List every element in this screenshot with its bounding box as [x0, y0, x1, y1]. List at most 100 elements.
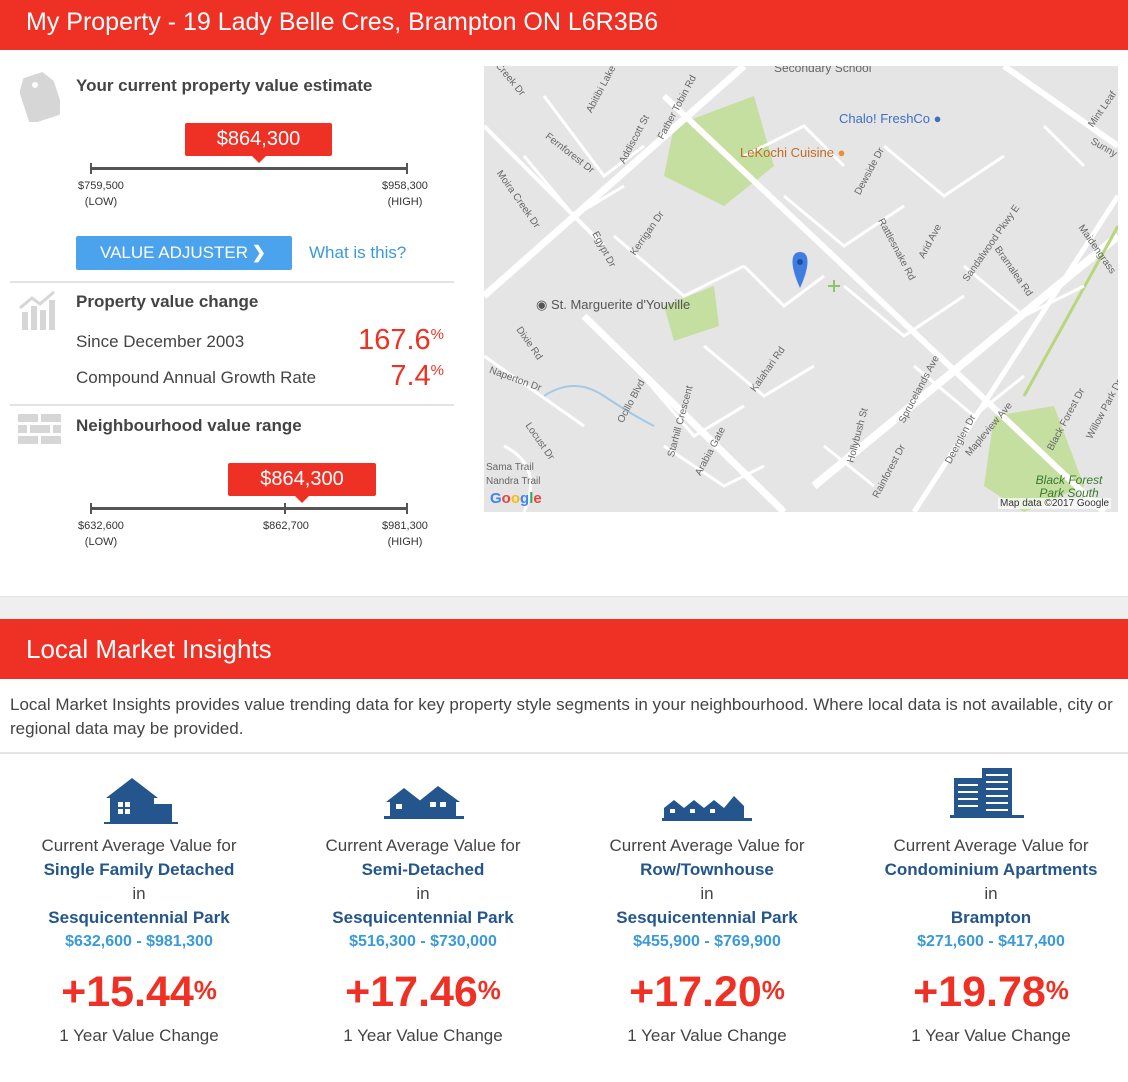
card-label: Current Average Value for — [609, 836, 805, 855]
semi-detached-icon — [288, 762, 558, 822]
map-poi-school: Secondary School — [774, 66, 872, 75]
insights-header: Local Market Insights — [0, 619, 1128, 679]
card-range: $455,900 - $769,900 — [633, 933, 781, 950]
neighbourhood-low-tag: (LOW) — [84, 536, 118, 548]
card-area: Sesquicentennial Park — [616, 908, 798, 927]
divider — [0, 752, 1128, 754]
card-change-label: 1 Year Value Change — [59, 1026, 219, 1045]
neighbourhood-high: $981,300 (HIGH) — [378, 518, 432, 550]
map-poi-lekochi: LeKochi Cuisine ● — [740, 145, 845, 160]
cagr-label: Compound Annual Growth Rate — [76, 368, 317, 387]
neighbourhood-title: Neighbourhood value range — [76, 416, 302, 435]
card-in: in — [700, 884, 714, 903]
restaurant-icon: ● — [837, 145, 846, 160]
neighbourhood-low: $632,600 (LOW) — [76, 518, 126, 550]
estimate-title: Your current property value estimate — [76, 76, 373, 95]
card-percent-value: +19.78 — [913, 968, 1046, 1016]
estimate-range-bar — [90, 163, 408, 174]
estimate-value-bubble: $864,300 — [185, 123, 332, 163]
card-change-label: 1 Year Value Change — [911, 1026, 1071, 1045]
card-change-label: 1 Year Value Change — [343, 1026, 503, 1045]
card-area: Sesquicentennial Park — [332, 908, 514, 927]
section-separator — [0, 596, 1128, 619]
bar-chart-icon — [18, 290, 58, 337]
card-in: in — [132, 884, 146, 903]
card-label: Current Average Value for — [893, 836, 1089, 855]
estimate-high: $958,300 (HIGH) — [378, 178, 432, 210]
value-adjuster-label: VALUE ADJUSTER — [100, 243, 249, 262]
card-in: in — [984, 884, 998, 903]
card-in: in — [416, 884, 430, 903]
card-range: $516,300 - $730,000 — [349, 933, 497, 950]
insights-title: Local Market Insights — [26, 634, 272, 664]
card-area: Brampton — [950, 908, 1032, 927]
card-segment: Single Family Detached — [43, 860, 235, 879]
value-change-title: Property value change — [76, 292, 259, 311]
card-percent-value: +15.44 — [61, 968, 194, 1016]
neighbourhood-range-bar — [90, 503, 408, 514]
estimate-high-value: $958,300 — [382, 180, 428, 192]
card-change-label: 1 Year Value Change — [627, 1026, 787, 1045]
neighbourhood-mid-value: $862,700 — [263, 520, 309, 532]
insight-card: Current Average Value for Row/Townhouse … — [572, 762, 842, 1046]
insight-card: Current Average Value for Semi-Detached … — [288, 762, 558, 1046]
insight-card: Current Average Value for Condominium Ap… — [856, 762, 1126, 1046]
school-icon: ◉ — [536, 297, 548, 312]
value-adjuster-button[interactable]: VALUE ADJUSTER ❯ — [76, 236, 292, 270]
since-label: Since December 2003 — [76, 332, 245, 351]
estimate-high-tag: (HIGH) — [387, 196, 423, 208]
neighbourhood-low-value: $632,600 — [78, 520, 124, 532]
since-value-number: 167.6 — [358, 324, 431, 356]
card-label: Current Average Value for — [41, 836, 237, 855]
card-percent: +19.78% — [856, 968, 1126, 1016]
map-poi-freshco: Chalo! FreshCo ● — [839, 111, 942, 126]
card-segment: Semi-Detached — [361, 860, 485, 879]
card-area: Sesquicentennial Park — [48, 908, 230, 927]
estimate-low-value: $759,500 — [78, 180, 124, 192]
estimate-low: $759,500 (LOW) — [76, 178, 126, 210]
estimate-low-tag: (LOW) — [84, 196, 118, 208]
townhouse-icon — [572, 762, 842, 822]
card-percent-value: +17.20 — [629, 968, 762, 1016]
neighbourhood-high-value: $981,300 — [382, 520, 428, 532]
neighbourhood-value-bubble: $864,300 — [228, 463, 376, 503]
since-value: 167.6% — [358, 324, 444, 357]
card-percent: +17.20% — [572, 968, 842, 1016]
map-street-label: Sama Trail — [486, 462, 534, 473]
chevron-right-icon: ❯ — [251, 243, 266, 262]
card-segment: Condominium Apartments — [884, 860, 1098, 879]
condo-building-icon — [856, 762, 1126, 822]
percent-sign: % — [430, 362, 444, 379]
card-range: $271,600 - $417,400 — [917, 933, 1065, 950]
property-map[interactable]: Secondary School Chalo! FreshCo ● LeKoch… — [484, 66, 1118, 512]
card-label: Current Average Value for — [325, 836, 521, 855]
card-percent: +15.44% — [4, 968, 274, 1016]
property-header: My Property - 19 Lady Belle Cres, Brampt… — [0, 0, 1128, 50]
cagr-value-number: 7.4 — [390, 360, 431, 392]
insight-card: Current Average Value for Single Family … — [4, 762, 274, 1046]
google-logo: Google — [490, 490, 542, 507]
map-poi-school-2-label: St. Marguerite d'Youville — [550, 297, 691, 312]
map-poi-lekochi-label: LeKochi Cuisine — [740, 145, 834, 160]
page-title: My Property - 19 Lady Belle Cres, Brampt… — [26, 8, 659, 36]
percent-sign: % — [1045, 975, 1069, 1005]
card-percent-value: +17.46 — [345, 968, 478, 1016]
shopping-icon: ● — [933, 111, 942, 126]
brick-wall-icon — [18, 414, 62, 449]
map-attribution: Map data ©2017 Google — [998, 498, 1112, 509]
percent-sign: % — [761, 975, 785, 1005]
card-segment: Row/Townhouse — [640, 860, 774, 879]
what-is-this-link[interactable]: What is this? — [309, 243, 407, 262]
map-poi-park: Black Forest Park South — [1035, 473, 1103, 500]
card-percent: +17.46% — [288, 968, 558, 1016]
map-street-label: Nandra Trail — [486, 476, 541, 487]
percent-sign: % — [193, 975, 217, 1005]
percent-sign: % — [430, 326, 444, 343]
map-poi-school-2: ◉ St. Marguerite d'Youville — [536, 297, 690, 313]
detached-house-icon — [4, 762, 274, 824]
insights-intro: Local Market Insights provides value tre… — [10, 695, 1113, 738]
card-range: $632,600 - $981,300 — [65, 933, 213, 950]
divider — [10, 281, 454, 283]
cagr-value: 7.4% — [390, 360, 444, 393]
neighbourhood-high-tag: (HIGH) — [387, 536, 423, 548]
